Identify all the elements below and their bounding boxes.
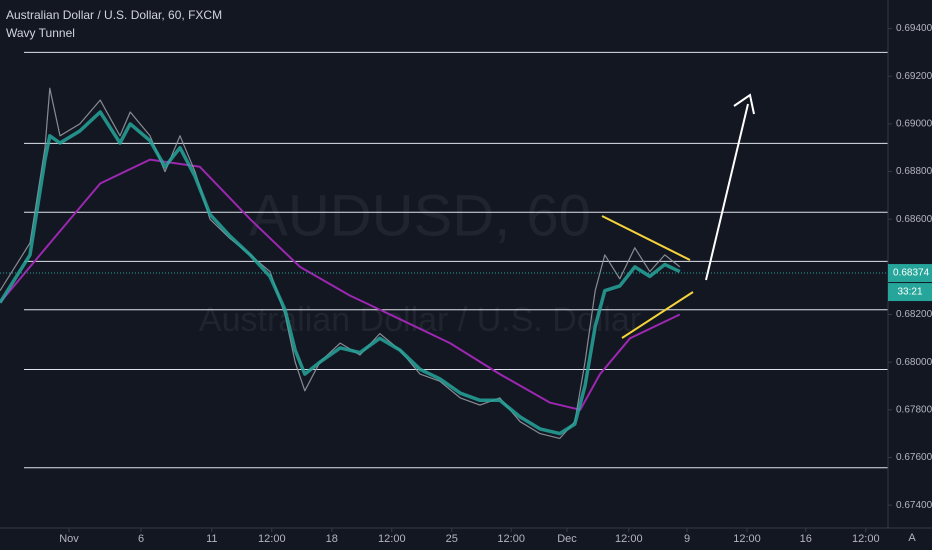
arrow-head (733, 93, 755, 115)
x-tick-label: 12:00 (378, 533, 406, 545)
chart-title: Australian Dollar / U.S. Dollar, 60, FXC… (6, 8, 222, 22)
y-tick-label: 0.68600 (896, 214, 932, 225)
x-tick-label: 18 (326, 533, 338, 545)
x-tick-label: 12:00 (258, 533, 286, 545)
watermark: AUDUSD, 60 (249, 183, 591, 248)
price-line (0, 87, 681, 439)
y-tick-label: 0.69200 (896, 71, 932, 82)
arrow-shaft (705, 103, 749, 281)
y-tick-label: 0.69000 (896, 119, 932, 130)
plot-area (0, 51, 888, 469)
last-price-label: 0.68374 (893, 268, 930, 279)
y-tick-label: 0.69400 (896, 23, 932, 34)
y-tick-label: 0.68800 (896, 166, 932, 177)
x-tick-label: 12:00 (497, 533, 525, 545)
scale-button[interactable]: A (908, 532, 916, 544)
x-tick-label: 9 (684, 533, 690, 545)
tunnel-line (0, 110, 681, 436)
x-tick-label: 16 (800, 533, 812, 545)
x-tick-label: 12:00 (733, 533, 761, 545)
x-tick-label: 12:00 (852, 533, 880, 545)
x-tick-label: 25 (446, 533, 458, 545)
indicator-name: Wavy Tunnel (6, 26, 75, 40)
watermark-subtitle: Australian Dollar / U.S. Dollar (199, 301, 641, 339)
y-tick-label: 0.67600 (896, 452, 932, 463)
price-axis (888, 0, 932, 528)
x-tick-label: 11 (206, 533, 217, 545)
y-tick-label: 0.67400 (896, 500, 932, 511)
x-tick-label: Nov (59, 533, 79, 545)
triangle-upper (601, 215, 691, 261)
triangle-lower (621, 291, 694, 339)
y-tick-label: 0.68000 (896, 357, 932, 368)
x-tick-label: 6 (138, 533, 144, 545)
y-tick-label: 0.68200 (896, 309, 932, 320)
x-tick-label: 12:00 (615, 533, 643, 545)
moving-average (0, 158, 681, 411)
countdown: 33:21 (897, 287, 922, 298)
countdown-box (888, 283, 932, 302)
x-tick-label: Dec (557, 533, 577, 545)
last-price-box (888, 264, 932, 283)
y-tick-label: 0.67800 (896, 404, 932, 415)
